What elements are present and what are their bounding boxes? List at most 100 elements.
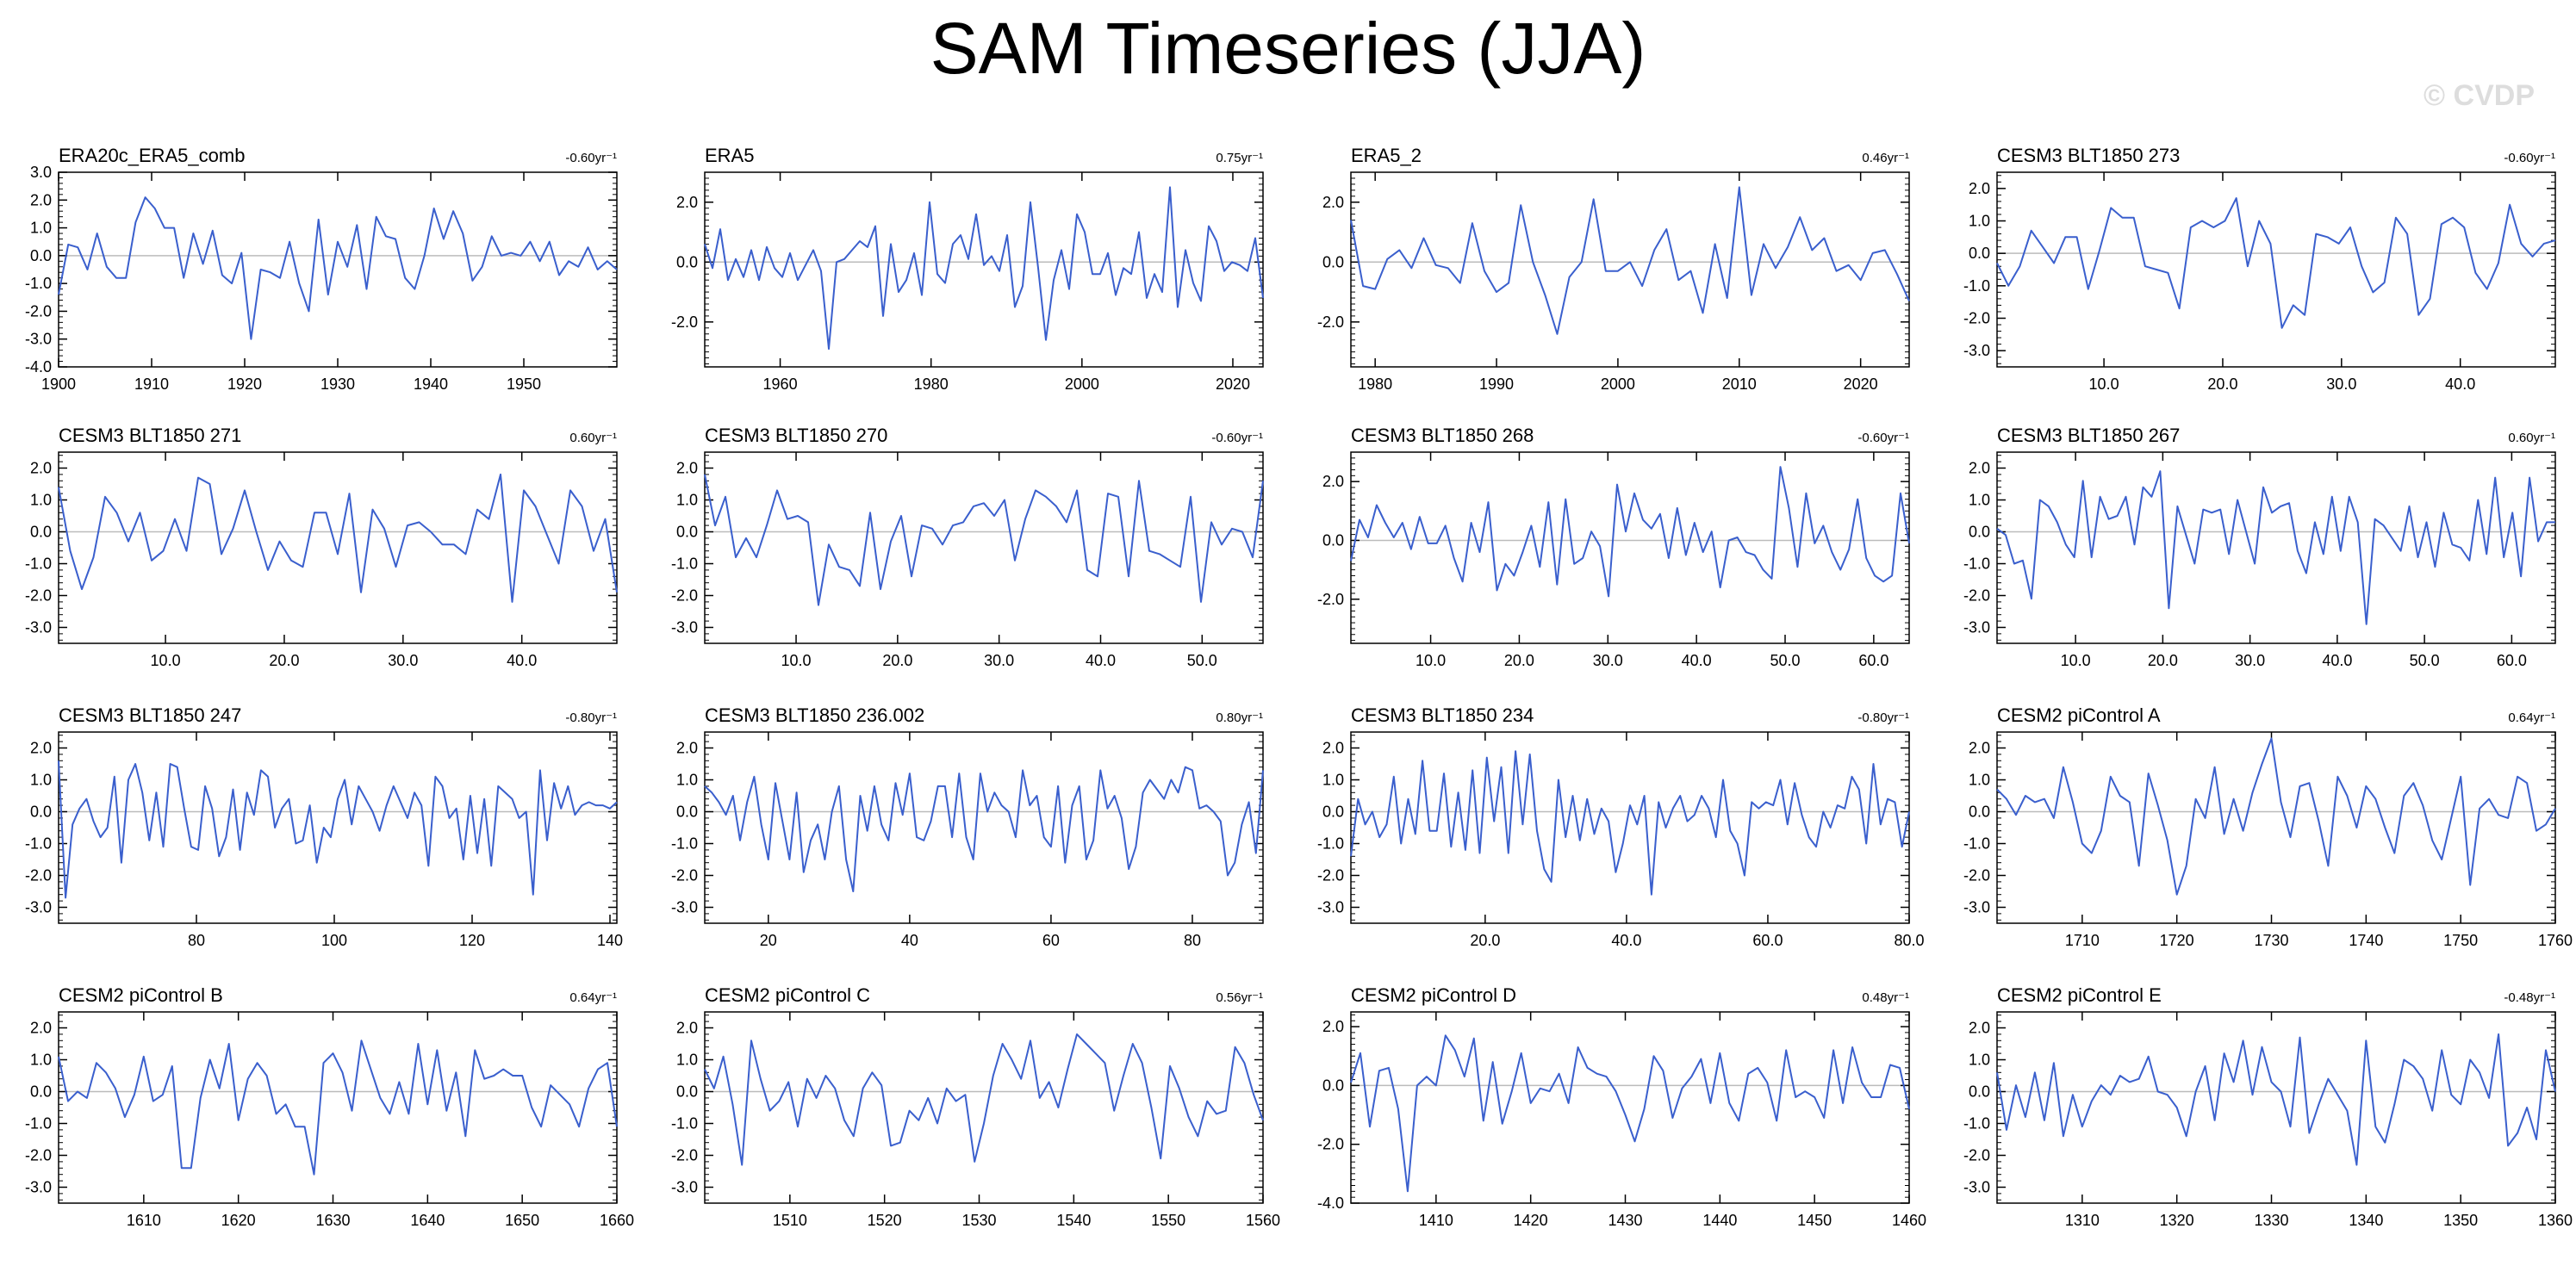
plot-frame bbox=[58, 731, 618, 924]
x-tick-label: 1540 bbox=[1056, 1212, 1091, 1229]
y-tick-label: 0.0 bbox=[1322, 531, 1344, 549]
panel-title: CESM2 piControl C bbox=[705, 984, 870, 1006]
y-tick-label: 0.0 bbox=[30, 247, 52, 264]
plot-frame bbox=[58, 1011, 618, 1204]
y-tick-label: -3.0 bbox=[671, 1179, 698, 1196]
x-tick-label: 1740 bbox=[2349, 932, 2383, 949]
plot-frame bbox=[58, 171, 618, 368]
x-tick-label: 40.0 bbox=[1682, 652, 1712, 669]
y-tick-label: 1.0 bbox=[30, 1052, 52, 1069]
x-tick-label: 1650 bbox=[505, 1212, 539, 1229]
y-tick-label: 0.0 bbox=[676, 1083, 698, 1101]
panel-title: CESM3 BLT1850 273 bbox=[1997, 145, 2180, 166]
panel-title: CESM2 piControl A bbox=[1997, 704, 2161, 726]
x-tick-label: 1510 bbox=[773, 1212, 807, 1229]
x-tick-label: 1640 bbox=[410, 1212, 445, 1229]
y-tick-label: -1.0 bbox=[1963, 277, 1990, 295]
y-tick-label: 1.0 bbox=[676, 1052, 698, 1069]
panel-trend: 0.48yr⁻¹ bbox=[1862, 990, 1909, 1005]
panel-trend: -0.48yr⁻¹ bbox=[2504, 990, 2555, 1005]
panel-trend: 0.64yr⁻¹ bbox=[2508, 711, 2555, 725]
y-tick-label: 2.0 bbox=[30, 740, 52, 757]
plot-frame bbox=[1350, 171, 1910, 368]
series-line bbox=[704, 1033, 1264, 1166]
x-tick-label: 40.0 bbox=[2322, 652, 2352, 669]
x-tick-label: 1940 bbox=[414, 375, 448, 393]
y-tick-label: 0.0 bbox=[676, 524, 698, 541]
x-tick-label: 10.0 bbox=[151, 652, 181, 669]
panel-title: CESM2 piControl E bbox=[1997, 984, 2162, 1006]
x-tick-label: 1660 bbox=[600, 1212, 634, 1229]
x-tick-label: 2020 bbox=[1216, 375, 1250, 393]
panel-title: CESM3 BLT1850 267 bbox=[1997, 425, 2180, 446]
x-tick-label: 1350 bbox=[2443, 1212, 2478, 1229]
series-line bbox=[704, 474, 1264, 606]
x-tick-label: 1410 bbox=[1419, 1212, 1453, 1229]
x-tick-label: 100 bbox=[321, 932, 347, 949]
series-line bbox=[1350, 750, 1910, 896]
x-tick-label: 1340 bbox=[2349, 1212, 2383, 1229]
y-tick-label: -3.0 bbox=[1963, 342, 1990, 359]
x-tick-label: 40.0 bbox=[1086, 652, 1116, 669]
series-line bbox=[704, 186, 1264, 351]
panel-trend: -0.60yr⁻¹ bbox=[2504, 151, 2555, 165]
panel-4: CESM3 BLT1850 273 -0.60yr⁻¹ 2.0 1.0 0.0 -1.0 -… bbox=[1963, 145, 2556, 393]
x-tick-label: 1450 bbox=[1797, 1212, 1832, 1229]
plot-frame bbox=[1996, 171, 2556, 368]
y-tick-label: -2.0 bbox=[1317, 1136, 1344, 1153]
y-tick-label: 0.0 bbox=[676, 253, 698, 270]
x-tick-label: 50.0 bbox=[1770, 652, 1800, 669]
y-tick-label: 2.0 bbox=[676, 460, 698, 477]
y-tick-label: 2.0 bbox=[1322, 473, 1344, 490]
panel-trend: 0.75yr⁻¹ bbox=[1216, 151, 1263, 165]
x-tick-label: 1310 bbox=[2065, 1212, 2100, 1229]
y-tick-label: 1.0 bbox=[676, 772, 698, 789]
y-tick-label: -2.0 bbox=[671, 1147, 698, 1164]
y-tick-label: -2.0 bbox=[25, 587, 52, 605]
x-tick-label: 30.0 bbox=[388, 652, 418, 669]
panel-trend: 0.64yr⁻¹ bbox=[569, 990, 617, 1005]
x-tick-label: 60 bbox=[1042, 932, 1060, 949]
x-tick-label: 2000 bbox=[1601, 375, 1635, 393]
x-tick-label: 140 bbox=[597, 932, 623, 949]
y-tick-label: -2.0 bbox=[671, 313, 698, 331]
x-tick-label: 20.0 bbox=[269, 652, 299, 669]
panel-trend: 0.60yr⁻¹ bbox=[2508, 431, 2555, 445]
x-tick-label: 40.0 bbox=[1611, 932, 1641, 949]
series-line bbox=[58, 196, 618, 340]
y-tick-label: 2.0 bbox=[676, 740, 698, 757]
x-tick-label: 1320 bbox=[2160, 1212, 2194, 1229]
panel-title: ERA5_2 bbox=[1351, 145, 1422, 166]
y-tick-label: -2.0 bbox=[1963, 310, 1990, 327]
x-tick-label: 80 bbox=[188, 932, 205, 949]
y-tick-label: -1.0 bbox=[1963, 1115, 1990, 1133]
panel-title: CESM3 BLT1850 247 bbox=[59, 704, 241, 726]
x-tick-label: 60.0 bbox=[1752, 932, 1783, 949]
y-tick-label: -1.0 bbox=[671, 555, 698, 573]
x-tick-label: 2020 bbox=[1844, 375, 1878, 393]
panel-title: CESM2 piControl B bbox=[59, 984, 223, 1006]
y-tick-label: 0.0 bbox=[1322, 1077, 1344, 1094]
y-tick-label: 1.0 bbox=[30, 220, 52, 237]
x-tick-label: 2010 bbox=[1722, 375, 1757, 393]
series-line bbox=[1996, 1033, 2556, 1166]
panel-trend: -0.60yr⁻¹ bbox=[1857, 431, 1909, 445]
series-line bbox=[704, 766, 1264, 892]
x-tick-label: 30.0 bbox=[2235, 652, 2265, 669]
x-tick-label: 20.0 bbox=[2148, 652, 2178, 669]
series-line bbox=[1996, 197, 2556, 329]
y-tick-label: -1.0 bbox=[671, 835, 698, 853]
panel-9: CESM3 BLT1850 247 -0.80yr⁻¹ 2.0 1.0 0.0 -1.0 -… bbox=[25, 704, 623, 949]
panel-12: CESM2 piControl A 0.64yr⁻¹ 2.0 1.0 0.0 -1.0 -2… bbox=[1963, 704, 2573, 949]
y-tick-label: 2.0 bbox=[30, 191, 52, 208]
panel-7: CESM3 BLT1850 268 -0.60yr⁻¹ 2.0 0.0 -2.0 10.0… bbox=[1317, 425, 1910, 669]
y-tick-label: -2.0 bbox=[1317, 591, 1344, 608]
x-tick-label: 1910 bbox=[134, 375, 169, 393]
panel-13: CESM2 piControl B 0.64yr⁻¹ 2.0 1.0 0.0 -1.0 -2… bbox=[25, 984, 634, 1229]
x-tick-label: 1420 bbox=[1514, 1212, 1548, 1229]
x-tick-label: 30.0 bbox=[2326, 375, 2356, 393]
y-tick-label: 2.0 bbox=[1322, 194, 1344, 211]
y-tick-label: 0.0 bbox=[676, 804, 698, 821]
y-tick-label: -3.0 bbox=[671, 899, 698, 916]
y-tick-label: 0.0 bbox=[1322, 253, 1344, 270]
